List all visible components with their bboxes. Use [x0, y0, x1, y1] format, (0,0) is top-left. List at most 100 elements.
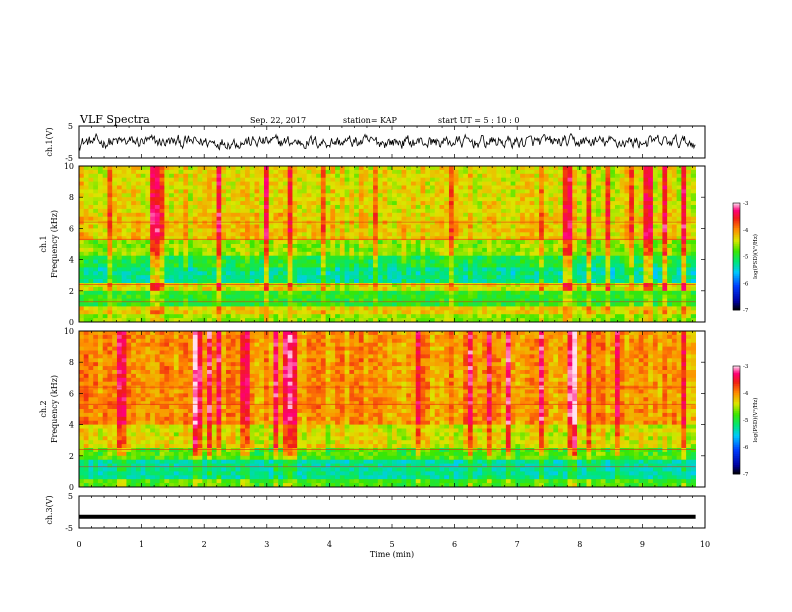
- spectrogram-cell: [548, 193, 554, 198]
- spectrogram-cell: [501, 310, 507, 315]
- spectrogram-cell: [539, 286, 545, 292]
- spectrogram-cell: [515, 271, 521, 276]
- spectrogram-cell: [638, 220, 644, 225]
- spectrogram-cell: [282, 244, 289, 249]
- spectrogram-cell: [178, 177, 184, 182]
- spectrogram-cell: [373, 208, 379, 214]
- spectrogram-cell: [638, 173, 644, 179]
- spectrogram-cell: [453, 236, 459, 241]
- spectrogram-cell: [335, 294, 341, 299]
- spectrogram-cell: [520, 189, 526, 194]
- spectrogram-cell: [491, 181, 497, 186]
- spectrogram-cell: [159, 294, 165, 299]
- spectrogram-cell: [392, 283, 398, 288]
- spectrogram-cell: [387, 220, 393, 225]
- spectrogram-cell: [534, 212, 540, 218]
- spectrogram-cell: [121, 298, 127, 303]
- spectrogram-cell: [643, 318, 649, 323]
- spectrogram-cell: [297, 294, 303, 299]
- spectrogram-cell: [529, 255, 535, 260]
- spectrogram-cell: [439, 166, 445, 171]
- spectrogram-cell: [145, 255, 151, 260]
- spectrogram-cell: [591, 212, 597, 218]
- spectrogram-cell: [273, 216, 279, 221]
- spectrogram-cell: [150, 275, 156, 280]
- spectrogram-cell: [292, 318, 298, 323]
- spectrogram-cell: [387, 212, 393, 218]
- spectrogram-cell: [491, 236, 497, 241]
- spectrogram-cell: [581, 302, 587, 307]
- spectrogram-cell: [140, 294, 146, 299]
- spectrogram-cell: [420, 259, 426, 264]
- spectrogram-cell: [140, 263, 146, 268]
- spectrogram-cell: [411, 318, 417, 323]
- spectrogram-cell: [652, 205, 659, 210]
- spectrogram-cell: [230, 302, 236, 307]
- spectrogram-cell: [301, 263, 308, 268]
- spectrogram-cell: [577, 279, 583, 284]
- spectrogram-cell: [406, 177, 412, 182]
- spectrogram-cell: [131, 212, 137, 218]
- spectrogram-cell: [610, 189, 616, 194]
- spectrogram-cell: [126, 259, 132, 264]
- spectrogram-cell: [444, 193, 450, 198]
- spectrogram-cell: [643, 189, 649, 194]
- spectrogram-cell: [211, 169, 217, 175]
- spectrogram-cell: [230, 236, 236, 241]
- spectrogram-cell: [520, 236, 526, 241]
- spectrogram-cell: [164, 244, 170, 249]
- spectrogram-cell: [325, 228, 331, 233]
- spectrogram-cell: [121, 263, 127, 268]
- spectrogram-cell: [135, 201, 142, 206]
- spectrogram-cell: [482, 294, 488, 299]
- spectrogram-cell: [453, 193, 459, 198]
- spectrogram-cell: [429, 169, 436, 175]
- spectrogram-cell: [292, 173, 298, 179]
- spectrogram-cell: [605, 177, 611, 182]
- spectrogram-cell: [354, 212, 360, 218]
- spectrogram-cell: [79, 220, 85, 225]
- spectrogram-cell: [453, 205, 459, 210]
- spectrogram-cell: [344, 232, 350, 237]
- spectrogram-cell: [586, 314, 592, 319]
- spectrogram-cell: [131, 314, 137, 319]
- spectrogram-cell: [178, 166, 184, 171]
- spectrogram-cell: [325, 173, 331, 179]
- spectrogram-cell: [216, 169, 222, 175]
- spectrogram-cell: [354, 232, 360, 237]
- spectrogram-cell: [515, 314, 521, 319]
- spectrogram-cell: [591, 267, 597, 272]
- spectrogram-cell: [467, 294, 474, 299]
- spectrogram-cell: [287, 240, 293, 245]
- spectrogram-cell: [548, 208, 554, 214]
- spectrogram-cell: [131, 283, 137, 288]
- spectrogram-cell: [268, 275, 274, 280]
- spectrogram-cell: [548, 236, 554, 241]
- spectrogram-cell: [425, 255, 431, 260]
- spectrogram-cell: [83, 263, 89, 268]
- spectrogram-cell: [249, 216, 255, 221]
- spectrogram-cell: [467, 314, 474, 319]
- spectrogram-cell: [282, 189, 289, 194]
- spectrogram-cell: [496, 216, 502, 221]
- spectrogram-cell: [197, 286, 203, 292]
- spectrogram-cell: [349, 205, 355, 210]
- spectrogram-cell: [558, 185, 564, 190]
- spectrogram-cell: [226, 310, 232, 315]
- spectrogram-cell: [619, 247, 625, 253]
- spectrogram-cell: [581, 310, 587, 315]
- spectrogram-cell: [116, 232, 123, 237]
- spectrogram-cell: [415, 232, 421, 237]
- spectrogram-cell: [567, 244, 573, 249]
- spectrogram-cell: [373, 286, 379, 292]
- spectrogram-cell: [605, 286, 611, 292]
- spectrogram-cell: [254, 244, 260, 249]
- spectrogram-cell: [292, 259, 298, 264]
- spectrogram-cell: [88, 224, 94, 229]
- spectrogram-cell: [520, 259, 526, 264]
- spectrogram-cell: [392, 224, 398, 229]
- spectrogram-cell: [425, 275, 431, 280]
- spectrogram-cell: [425, 224, 431, 229]
- spectrogram-cell: [169, 251, 175, 257]
- spectrogram-cell: [543, 244, 549, 249]
